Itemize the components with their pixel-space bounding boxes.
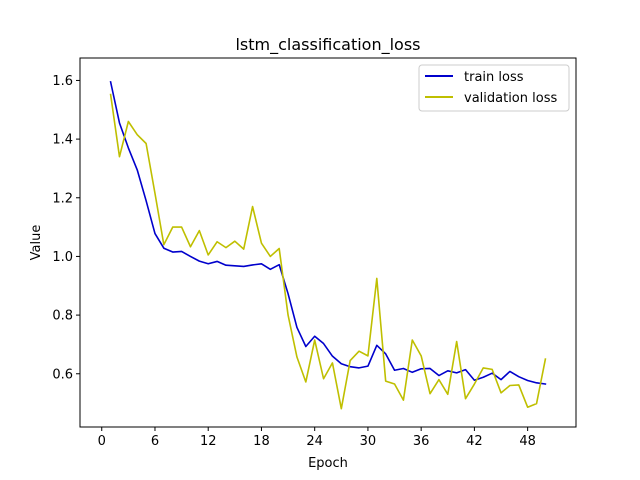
legend-label-train-loss: train loss: [464, 70, 524, 85]
x-tick-label: 18: [253, 434, 270, 449]
plot-frame: [79, 57, 577, 428]
x-tick-label: 42: [466, 434, 483, 449]
chart-title: lstm_classification_loss: [235, 35, 420, 55]
y-tick-label: 0.6: [52, 367, 73, 382]
x-tick-label: 6: [151, 434, 159, 449]
x-tick-label: 12: [200, 434, 217, 449]
x-tick-label: 48: [519, 434, 536, 449]
y-tick-label: 0.8: [52, 309, 73, 324]
x-axis-label: Epoch: [308, 456, 348, 471]
y-tick-label: 1.2: [52, 191, 73, 206]
x-tick-label: 30: [360, 434, 377, 449]
legend-box: [418, 64, 570, 112]
y-axis-ticks: 0.6 0.8 1.0 1.2 1.4 1.6: [52, 74, 80, 382]
plot-lines: [109, 80, 547, 410]
legend: train loss validation loss: [418, 64, 570, 112]
x-tick-label: 24: [306, 434, 323, 449]
y-tick-label: 1.0: [52, 250, 73, 265]
y-tick-label: 1.4: [52, 133, 73, 148]
x-axis-ticks: 0 6 12 18 24 30 36 42 48: [98, 427, 536, 449]
legend-label-validation-loss: validation loss: [464, 91, 557, 106]
x-tick-label: 36: [413, 434, 430, 449]
y-axis-label: Value: [29, 225, 44, 261]
series-line-validation-loss: [109, 93, 547, 410]
x-tick-label: 0: [98, 434, 106, 449]
y-tick-label: 1.6: [52, 74, 73, 89]
series-line-train-loss: [109, 80, 547, 385]
